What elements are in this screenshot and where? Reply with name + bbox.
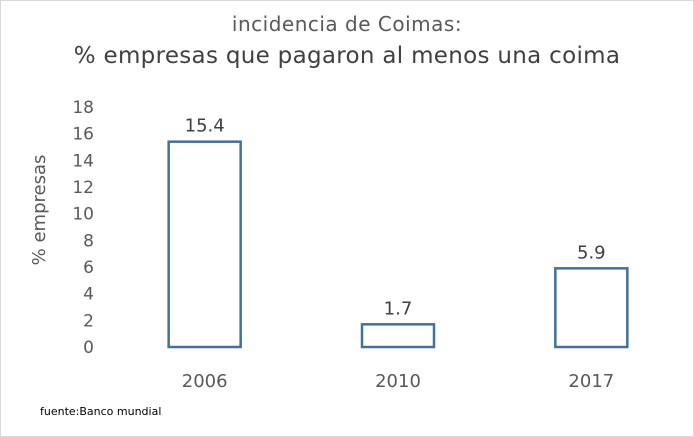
y-tick-label: 0 <box>83 338 94 358</box>
y-tick-label: 4 <box>83 285 94 305</box>
bar-2006 <box>167 140 242 349</box>
y-tick-label: 2 <box>83 311 94 331</box>
x-tick-label-2006: 2006 <box>182 371 228 392</box>
data-label-2006: 15.4 <box>185 116 225 137</box>
y-tick-label: 10 <box>72 205 94 225</box>
y-tick-label: 6 <box>83 258 94 278</box>
x-axis-ticks: 2006 2010 2017 <box>182 371 614 392</box>
source-note: fuente:Banco mundial <box>40 405 162 418</box>
x-tick-label-2017: 2017 <box>568 371 614 392</box>
x-tick-label-2010: 2010 <box>375 371 421 392</box>
y-axis-ticks: 0 2 4 6 8 10 12 14 16 18 <box>72 98 94 358</box>
y-tick-label: 14 <box>72 151 94 171</box>
y-tick-label: 18 <box>72 98 94 118</box>
y-axis-label: % empresas <box>29 155 50 266</box>
data-label-2017: 5.9 <box>577 242 606 263</box>
data-label-2010: 1.7 <box>384 298 413 319</box>
bar-2017 <box>554 267 629 349</box>
y-tick-label: 12 <box>72 178 94 198</box>
chart-subtitle: % empresas que pagaron al menos una coim… <box>73 43 621 69</box>
bar-2010 <box>360 323 436 349</box>
y-tick-label: 16 <box>72 125 94 145</box>
data-labels: 15.4 1.7 5.9 <box>185 116 606 320</box>
y-tick-label: 8 <box>83 231 94 251</box>
chart-title: incidencia de Coimas: <box>231 12 463 36</box>
bars <box>167 140 629 349</box>
